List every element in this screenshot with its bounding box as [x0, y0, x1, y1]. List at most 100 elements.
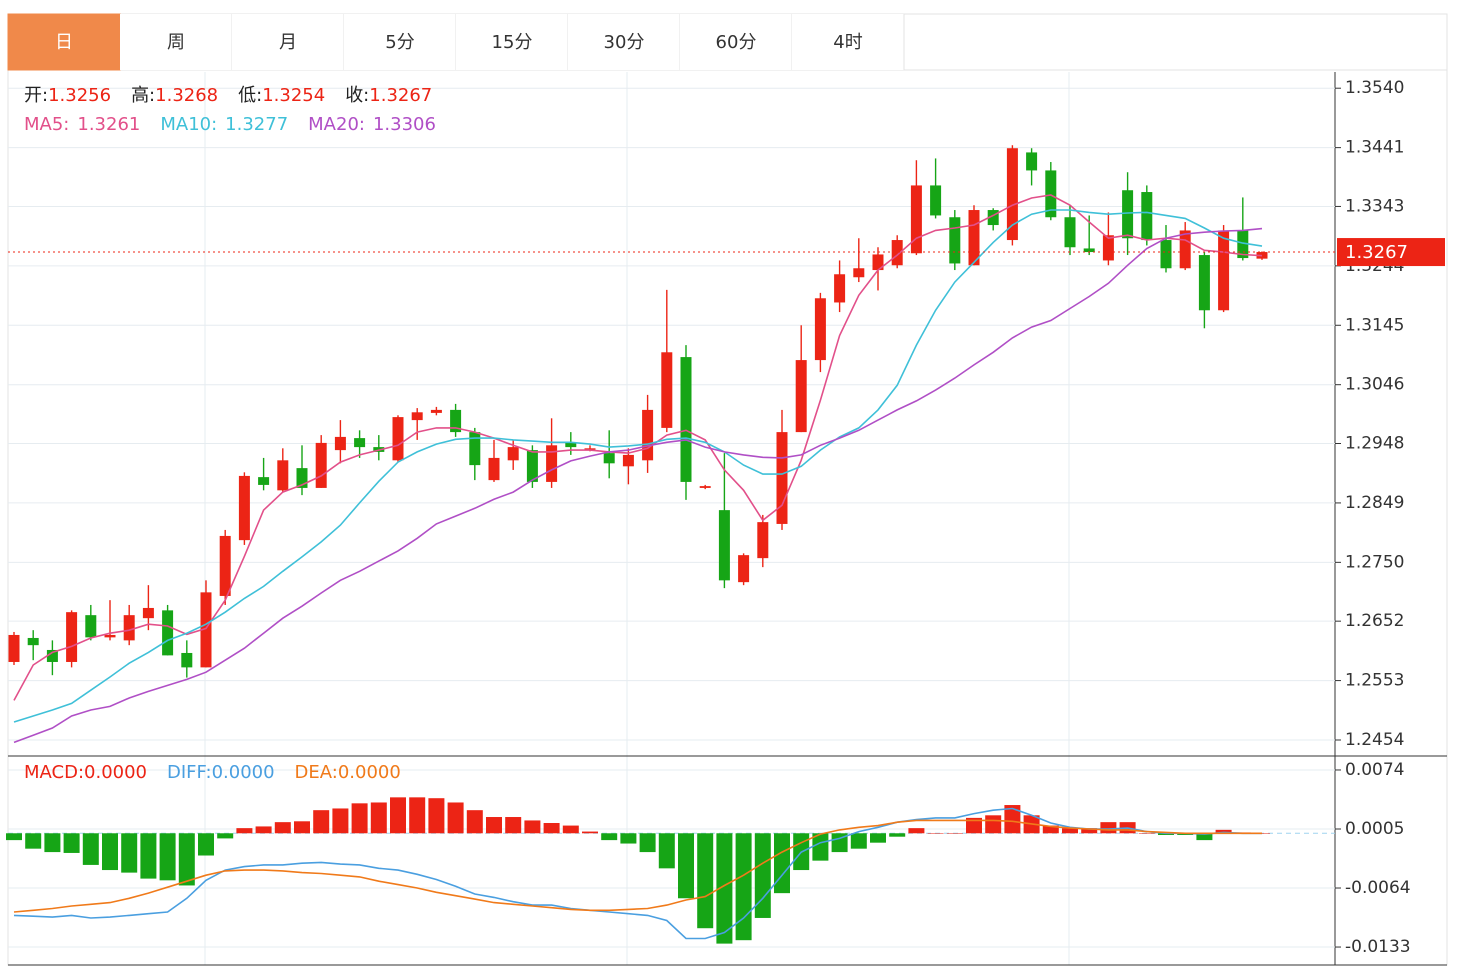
- ohlc-legend-label: 高:: [131, 85, 155, 106]
- candle-body: [738, 555, 750, 583]
- macd-bar: [44, 833, 61, 853]
- macd-bar: [946, 833, 963, 834]
- candle-body: [1083, 248, 1095, 253]
- candle-body: [450, 409, 462, 433]
- ma-legend-name: MA5:: [24, 114, 69, 135]
- macd-bar: [1100, 822, 1117, 834]
- macd-legend-value: 0.0000: [212, 762, 275, 783]
- macd-bar: [812, 833, 829, 861]
- tab[interactable]: [120, 14, 232, 70]
- tab-label[interactable]: 周: [167, 32, 185, 53]
- candle-body: [872, 254, 884, 271]
- candle-body: [1122, 190, 1134, 239]
- macd-bar: [505, 817, 522, 834]
- macd-bar: [754, 833, 771, 918]
- ma-legend-name: MA20:: [308, 114, 365, 135]
- macd-bar: [658, 833, 675, 869]
- macd-bar: [985, 815, 1002, 834]
- macd-legend-name: MACD:: [24, 762, 84, 783]
- y-tick-label: 1.2454: [1345, 730, 1404, 750]
- candle-body: [1102, 235, 1114, 261]
- macd-bar: [82, 833, 99, 865]
- candle-body: [162, 610, 174, 656]
- tab-label[interactable]: 60分: [716, 32, 757, 53]
- candle-body: [526, 450, 538, 482]
- tab[interactable]: [232, 14, 344, 70]
- tab-label[interactable]: 4时: [833, 32, 862, 53]
- tab[interactable]: [792, 14, 904, 70]
- candle-body: [910, 185, 922, 254]
- macd-bar: [140, 833, 157, 879]
- tab-label[interactable]: 5分: [385, 32, 414, 53]
- candle-body: [680, 357, 692, 482]
- macd-bar: [236, 828, 253, 834]
- candle-body: [277, 460, 289, 491]
- macd-bar: [370, 802, 387, 834]
- macd-bar: [966, 817, 982, 834]
- tab[interactable]: [7, 13, 121, 71]
- candle-body: [219, 535, 231, 596]
- y-tick-label: 1.3046: [1345, 375, 1404, 395]
- y-tick-label: 1.2750: [1345, 552, 1404, 572]
- y-tick-label: 1.3145: [1345, 315, 1404, 335]
- macd-bar: [178, 833, 195, 886]
- macd-bar: [1215, 829, 1232, 834]
- candle-body: [795, 360, 807, 433]
- candle-body: [622, 454, 634, 467]
- candle-body: [296, 468, 308, 488]
- tab[interactable]: [680, 14, 792, 70]
- macd-bar: [121, 833, 138, 873]
- macd-bar: [601, 833, 618, 841]
- tab-label[interactable]: 月: [279, 32, 297, 53]
- macd-bar: [255, 826, 272, 834]
- macd-bar: [908, 828, 925, 834]
- ohlc-legend-label: 开:: [24, 85, 48, 106]
- macd-bar: [466, 810, 483, 834]
- candle-body: [699, 486, 711, 488]
- candle-body: [718, 510, 730, 581]
- candle-body: [488, 457, 500, 481]
- macd-bar: [524, 820, 541, 834]
- macd-bar: [1158, 833, 1174, 835]
- tab-label[interactable]: 30分: [604, 32, 645, 53]
- candle-body: [8, 634, 20, 662]
- macd-legend-name: DIFF:: [167, 762, 212, 783]
- candle-body: [181, 652, 193, 668]
- ma-legend-value: 1.3306: [373, 114, 436, 135]
- macd-bar: [716, 833, 733, 944]
- macd-line: [13, 819, 1262, 913]
- tab-label[interactable]: 15分: [492, 32, 533, 53]
- macd-bar: [620, 833, 637, 844]
- y-tick-label: 1.2849: [1345, 493, 1404, 513]
- tab[interactable]: [456, 14, 568, 70]
- macd-bar: [678, 833, 694, 899]
- macd-bar: [6, 833, 22, 841]
- ohlc-legend-value: 1.3256: [48, 85, 111, 106]
- y-tick-label: 0.0005: [1345, 819, 1404, 839]
- macd-bar: [313, 810, 330, 834]
- ma-line: [13, 209, 1263, 723]
- macd-bar: [390, 797, 406, 834]
- ma-line: [13, 227, 1263, 744]
- macd-bar: [927, 833, 944, 834]
- frame: [7, 13, 1448, 966]
- candle-body: [1141, 192, 1153, 241]
- tab[interactable]: [344, 14, 456, 70]
- candle-body: [104, 634, 116, 638]
- candle-body: [1198, 255, 1210, 311]
- candle-body: [1179, 230, 1191, 269]
- macd-bar: [1004, 805, 1021, 834]
- candle-body: [123, 615, 135, 641]
- macd-bar: [1138, 833, 1155, 834]
- macd-bar: [294, 821, 310, 834]
- macd-bar: [217, 833, 234, 839]
- ohlc-legend-label: 低:: [238, 85, 262, 106]
- tab-label[interactable]: 日: [55, 32, 73, 53]
- macd-legend-name: DEA:: [295, 762, 338, 783]
- candle-body: [85, 615, 97, 638]
- y-tick-label: 1.3540: [1345, 78, 1404, 98]
- tab[interactable]: [568, 14, 680, 70]
- macd-bar: [25, 833, 42, 849]
- macd-bar: [332, 808, 349, 834]
- candle-body: [546, 445, 558, 482]
